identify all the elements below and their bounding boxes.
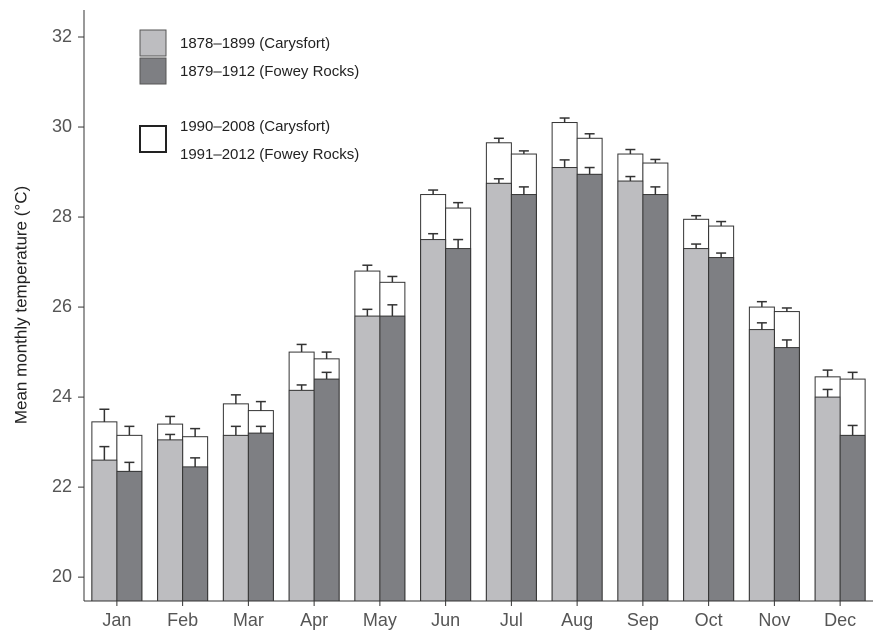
y-tick-label: 24: [52, 386, 72, 406]
legend-label: 1879–1912 (Fowey Rocks): [180, 63, 359, 80]
bar: [748, 329, 775, 602]
bar: [617, 180, 644, 602]
bar: [642, 194, 669, 602]
legend-label: 1991–2012 (Fowey Rocks): [180, 146, 359, 163]
bar: [445, 248, 472, 602]
bar: [222, 434, 249, 602]
bar: [485, 182, 512, 602]
x-tick-label: Jun: [431, 610, 460, 630]
bar: [708, 257, 735, 602]
x-tick-label: Apr: [300, 610, 328, 630]
x-tick-label: Sep: [627, 610, 659, 630]
y-tick-label: 30: [52, 116, 72, 136]
bar: [288, 389, 315, 602]
legend-swatch: [139, 57, 167, 85]
bar: [551, 167, 578, 602]
bar: [247, 432, 274, 602]
legend-label: 1878–1899 (Carysfort): [180, 35, 330, 52]
x-tick-label: Aug: [561, 610, 593, 630]
bar: [313, 378, 340, 602]
bar: [773, 347, 800, 602]
bar: [510, 194, 537, 602]
bar: [814, 396, 841, 602]
bar: [116, 470, 143, 602]
bar: [576, 173, 603, 602]
bar: [157, 439, 184, 602]
y-tick-label: 28: [52, 206, 72, 226]
bar: [182, 466, 209, 602]
y-tick-label: 32: [52, 26, 72, 46]
x-tick-label: Mar: [233, 610, 264, 630]
x-tick-label: Jul: [500, 610, 523, 630]
y-tick-label: 26: [52, 296, 72, 316]
y-tick-label: 22: [52, 476, 72, 496]
y-axis-label: Mean monthly temperature (°C): [11, 186, 30, 424]
bar: [354, 315, 381, 602]
bar: [420, 239, 447, 602]
bar: [91, 459, 118, 602]
y-tick-label: 20: [52, 566, 72, 586]
bar: [839, 434, 866, 602]
x-tick-label: Oct: [695, 610, 723, 630]
legend-label: 1990–2008 (Carysfort): [180, 118, 330, 135]
bar: [683, 248, 710, 602]
x-tick-label: Nov: [758, 610, 790, 630]
x-tick-label: May: [363, 610, 397, 630]
legend-swatch: [139, 125, 167, 153]
bar: [379, 315, 406, 602]
x-tick-label: Jan: [102, 610, 131, 630]
x-tick-label: Feb: [167, 610, 198, 630]
legend-swatch: [139, 29, 167, 57]
x-tick-label: Dec: [824, 610, 856, 630]
